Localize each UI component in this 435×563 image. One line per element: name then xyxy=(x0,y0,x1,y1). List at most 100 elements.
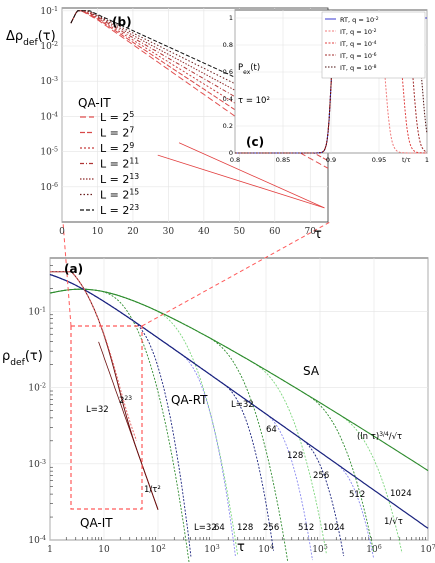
tick-label-x: 10 xyxy=(92,227,104,237)
legend-c-entry: IT, q = 10-2 xyxy=(340,28,377,37)
tick-label-x: 0.95 xyxy=(372,156,386,164)
legend-b-entry: L = 213 xyxy=(100,172,139,187)
series-c-3 xyxy=(235,17,428,154)
size-label-rt: 512 xyxy=(298,523,314,533)
size-label-sa: 128 xyxy=(287,451,303,461)
panel-b-ylabel: Δρdef(τ) xyxy=(6,29,56,48)
tick-label-y: 10-1 xyxy=(40,5,58,16)
tick-label-y: 10-6 xyxy=(40,181,58,193)
tick-label-y: 10-5 xyxy=(40,146,58,158)
legend-c-entry: RT, q = 10-2 xyxy=(340,16,379,25)
legend-b-title: QA-IT xyxy=(78,96,111,110)
tick-label-y: 0.4 xyxy=(223,95,233,103)
legend-b-entry: L = 29 xyxy=(100,141,134,156)
tick-label-y: 0.8 xyxy=(223,41,233,49)
tick-label-y: 10-2 xyxy=(40,40,58,52)
tick-label-x: 105 xyxy=(312,544,327,556)
inset-connector-right xyxy=(141,221,331,327)
tick-label-y: 10-4 xyxy=(28,535,46,547)
label-rt-fit: 1/√τ xyxy=(384,517,403,527)
label-sa: SA xyxy=(303,364,320,378)
tick-label-x: 40 xyxy=(198,227,210,237)
series-b-L32768 xyxy=(70,10,329,131)
legend-b-entry: L = 215 xyxy=(100,187,139,202)
tick-label-x: 102 xyxy=(150,544,165,556)
size-label-sa: 512 xyxy=(349,490,365,500)
series-sa-L256 xyxy=(49,288,327,554)
panel-a-series xyxy=(49,271,429,563)
panel-a-label: (a) xyxy=(64,262,83,276)
size-label-rt: 128 xyxy=(237,523,253,533)
tick-label-y: 10-3 xyxy=(40,76,58,88)
tick-label-x: 103 xyxy=(204,544,219,556)
legend-c-entry: IT, q = 10-6 xyxy=(340,52,377,61)
size-label-sa: 1024 xyxy=(390,489,412,499)
panel-c-label: (c) xyxy=(246,135,264,149)
size-label-sa: 256 xyxy=(313,471,329,481)
series-b-L128 xyxy=(70,10,329,162)
legend-c: RT, q = 10-2 IT, q = 10-2 IT, q = 10-4 IT, … xyxy=(321,11,426,79)
series-sa-fit xyxy=(49,288,429,472)
tick-label-x: 106 xyxy=(366,544,381,556)
tick-label-y: 0.2 xyxy=(223,122,233,130)
panel-c-xlabel: t/τ xyxy=(402,156,411,164)
legend-b-entry: L = 27 xyxy=(100,125,134,140)
series-sa-L64 xyxy=(49,288,239,555)
fit-line-1 xyxy=(157,154,325,209)
tick-label-x: 104 xyxy=(258,544,273,556)
panel-b-xlabel: τ xyxy=(314,227,322,242)
series-rt-L512 xyxy=(49,274,345,557)
tick-label-y: 10-3 xyxy=(28,458,46,470)
series-rt-L128 xyxy=(49,274,274,551)
legend-b-entry: L = 25 xyxy=(100,110,134,125)
panel-a-xlabel: τ xyxy=(237,540,245,555)
legend-c-entry: IT, q = 10-8 xyxy=(340,64,377,73)
panel-c-note: τ = 10² xyxy=(238,96,270,106)
panel-c-ticks: 0.8 0.85 0.9 0.95 1 0 0.2 0.4 0.6 0.8 1 xyxy=(223,14,429,164)
panel-a-frame xyxy=(49,257,429,541)
tick-label-x: 10 xyxy=(98,545,110,555)
series-rt-fit xyxy=(49,273,429,529)
tick-label-x: 1 xyxy=(47,545,53,555)
panel-b-label: (b) xyxy=(112,15,132,29)
size-label-rt: 256 xyxy=(263,523,279,533)
series-it-L32 xyxy=(50,271,137,441)
tick-label-y: 1 xyxy=(229,14,233,22)
tick-label-x: 0.8 xyxy=(230,156,240,164)
legend-c-entry: IT, q = 10-4 xyxy=(340,40,377,49)
tick-label-x: 70 xyxy=(305,227,317,237)
label-sa-fit: (ln τ)3/4/√τ xyxy=(357,431,402,443)
tick-label-x: 1 xyxy=(425,156,429,164)
tick-label-y: 0.6 xyxy=(223,68,233,76)
tick-label-y: 10-2 xyxy=(28,382,46,394)
legend-b-entry: L = 211 xyxy=(100,156,139,171)
tick-label-x: 0 xyxy=(59,227,65,237)
size-label-sa: 64 xyxy=(266,425,277,435)
label-qa-it: QA-IT xyxy=(80,516,113,530)
panel-a-grid xyxy=(49,258,429,541)
tick-label-y: 10-1 xyxy=(28,306,46,318)
panel-c: 0.8 0.85 0.9 0.95 1 0 0.2 0.4 0.6 0.8 1 (c) Pex(t)… xyxy=(223,9,429,164)
tick-label-x: 107 xyxy=(420,544,435,556)
label-it-fit: 1/τ² xyxy=(144,485,161,495)
tick-label-y: 0 xyxy=(229,149,233,157)
tick-label-x: 60 xyxy=(269,227,281,237)
label-it-l32: L=32 xyxy=(86,405,109,415)
size-label-rt: 64 xyxy=(214,523,225,533)
panel-c-ylabel: Pex(t) xyxy=(238,63,260,76)
series-rt-L64 xyxy=(49,274,236,556)
size-label-rt: L=32 xyxy=(194,523,217,533)
legend-c-box xyxy=(321,11,426,79)
panel-a-ylabel: ρdef(τ) xyxy=(2,349,43,368)
tick-label-x: 20 xyxy=(127,227,139,237)
label-qa-rt: QA-RT xyxy=(171,393,208,407)
panel-a: 1 10 102 103 104 105 106 107 10-4 10-3 10-2 10-1 (a… xyxy=(2,221,435,563)
series-sa-L32 xyxy=(49,288,190,563)
size-label-rt: 1024 xyxy=(323,523,345,533)
series-b-L8192 xyxy=(70,10,329,139)
inset-connector-left xyxy=(62,221,72,327)
